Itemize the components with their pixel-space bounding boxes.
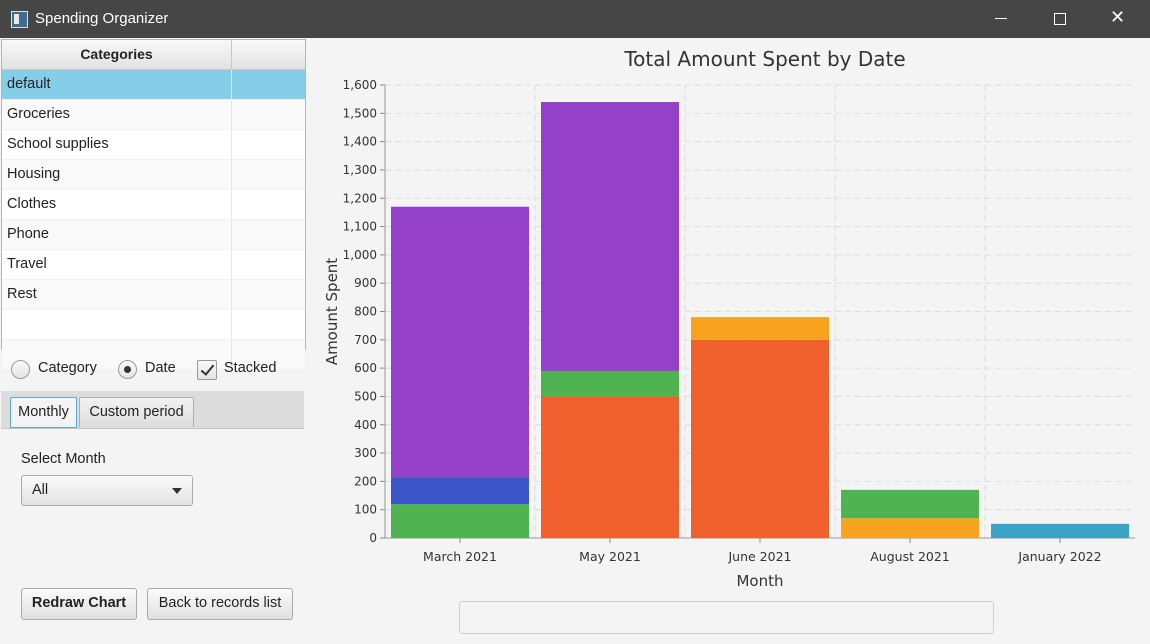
y-tick-label: 1,600 <box>343 78 377 92</box>
minimize-icon <box>995 18 1007 19</box>
x-tick-label: June 2021 <box>727 549 791 564</box>
x-tick-label: May 2021 <box>579 549 641 564</box>
radio-date-label: Date <box>145 360 176 376</box>
month-dropdown[interactable]: All <box>21 475 193 506</box>
tab-custom-period[interactable]: Custom period <box>79 397 194 427</box>
category-cell: Phone <box>7 226 49 242</box>
y-tick-label: 400 <box>354 418 377 432</box>
y-tick-label: 900 <box>354 276 377 290</box>
back-to-records-button[interactable]: Back to records list <box>147 588 293 620</box>
table-row[interactable]: default <box>2 70 305 100</box>
column-separator <box>231 280 232 309</box>
column-separator <box>231 220 232 249</box>
stacked-label: Stacked <box>224 360 277 376</box>
table-row[interactable] <box>2 310 305 340</box>
y-tick-label: 100 <box>354 503 377 517</box>
radio-category-circle[interactable] <box>11 360 30 379</box>
column-separator <box>231 310 232 339</box>
check-icon[interactable] <box>197 360 217 380</box>
chevron-down-icon <box>172 488 182 494</box>
redraw-chart-button[interactable]: Redraw Chart <box>21 588 137 620</box>
y-axis-label: Amount Spent <box>323 258 341 365</box>
table-row[interactable]: School supplies <box>2 130 305 160</box>
y-tick-label: 600 <box>354 361 377 375</box>
table-row[interactable]: Rest <box>2 280 305 310</box>
maximize-icon <box>1054 13 1066 25</box>
chart-title: Total Amount Spent by Date <box>623 47 905 71</box>
table-row[interactable]: Phone <box>2 220 305 250</box>
column-separator <box>231 190 232 219</box>
table-row[interactable]: Housing <box>2 160 305 190</box>
column-header-empty[interactable] <box>232 40 305 70</box>
x-tick-label: March 2021 <box>423 549 497 564</box>
table-body: default Groceries School supplies Housing Cl… <box>2 70 305 370</box>
column-header-categories[interactable]: Categories <box>2 40 232 70</box>
minimize-button[interactable] <box>972 0 1030 38</box>
categories-table[interactable]: Categories default Groceries School suppli… <box>1 39 306 370</box>
column-separator <box>231 100 232 129</box>
period-tabs: Monthly Custom period <box>1 391 304 429</box>
bar-segment-housing <box>391 206 529 478</box>
y-tick-label: 200 <box>354 474 377 488</box>
table-row[interactable]: Groceries <box>2 100 305 130</box>
category-cell: Housing <box>7 166 61 182</box>
column-separator <box>231 160 232 189</box>
bar-segment-clothes <box>391 477 529 505</box>
select-month-label: Select Month <box>21 451 106 467</box>
y-tick-label: 1,200 <box>343 191 377 205</box>
bar-segment-rest <box>691 317 829 340</box>
x-axis-label: Month <box>736 572 783 590</box>
category-cell: Travel <box>7 256 47 272</box>
chart-legend <box>459 601 994 634</box>
category-cell: Rest <box>7 286 37 302</box>
x-tick-label: August 2021 <box>870 549 950 564</box>
bar-segment-housing <box>541 101 679 371</box>
y-tick-label: 700 <box>354 333 377 347</box>
category-cell: default <box>7 76 51 92</box>
y-tick-label: 500 <box>354 389 377 403</box>
month-dropdown-value: All <box>32 482 49 498</box>
title-bar: Spending Organizer ✕ <box>0 0 1150 38</box>
category-cell: Groceries <box>7 106 70 122</box>
x-tick-label: January 2022 <box>1017 549 1101 564</box>
table-row[interactable]: Clothes <box>2 190 305 220</box>
close-icon: ✕ <box>1110 7 1126 27</box>
y-tick-label: 800 <box>354 305 377 319</box>
y-tick-label: 1,000 <box>343 248 377 262</box>
bar-segment-rest <box>841 518 979 538</box>
app-icon <box>11 11 28 28</box>
bar-segment-groceries <box>541 370 679 397</box>
y-tick-label: 1,400 <box>343 135 377 149</box>
y-tick-label: 1,300 <box>343 163 377 177</box>
bar-segment-groceries <box>841 489 979 519</box>
y-tick-label: 1,500 <box>343 106 377 120</box>
bar-segment-travel <box>541 396 679 538</box>
table-row[interactable]: Travel <box>2 250 305 280</box>
category-cell: Clothes <box>7 196 57 212</box>
stacked-bar-chart: Total Amount Spent by Date 0 100 200 300 400 5… <box>323 47 1135 626</box>
column-separator <box>231 340 232 369</box>
bar-segment-travel <box>691 339 829 538</box>
category-cell: School supplies <box>7 136 109 152</box>
column-separator <box>231 70 232 99</box>
table-row[interactable] <box>2 340 305 370</box>
bar-segment-groceries <box>391 504 529 538</box>
y-tick-label: 1,100 <box>343 220 377 234</box>
chart-area: Total Amount Spent by Date 0 100 200 300 400 5… <box>305 39 1150 639</box>
radio-category-label: Category <box>38 360 97 376</box>
tab-monthly[interactable]: Monthly <box>10 397 77 428</box>
bar-segment-phone <box>991 523 1129 538</box>
y-tick-label: 300 <box>354 446 377 460</box>
column-separator <box>231 130 232 159</box>
column-separator <box>231 250 232 279</box>
close-button[interactable]: ✕ <box>1090 0 1148 38</box>
y-tick-label: 0 <box>369 531 377 545</box>
window-title: Spending Organizer <box>35 10 169 27</box>
radio-date-circle[interactable] <box>118 360 137 379</box>
maximize-button[interactable] <box>1031 0 1089 38</box>
